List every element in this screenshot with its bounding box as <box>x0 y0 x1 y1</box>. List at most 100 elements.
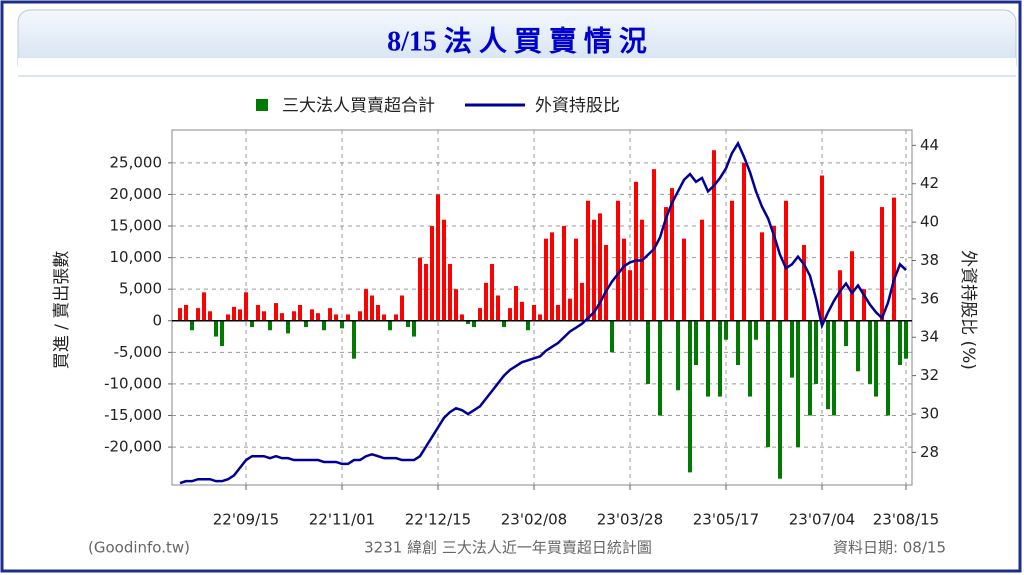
bar <box>442 219 446 321</box>
bar <box>430 226 434 321</box>
bar <box>766 320 770 448</box>
bar <box>586 200 590 321</box>
bar <box>760 232 764 321</box>
bar <box>880 207 884 321</box>
bar <box>214 320 218 337</box>
x-tick-label: 23'02/08 <box>501 511 567 529</box>
bar <box>628 270 632 321</box>
y2-axis-label: 外資持股比 (%) <box>958 250 978 370</box>
bar <box>340 320 344 329</box>
x-tick-label: 23'08/15 <box>873 511 939 529</box>
line <box>179 140 907 485</box>
bar <box>460 314 464 321</box>
y2-tick-label: 28 <box>920 443 939 461</box>
bar <box>856 320 860 372</box>
y2-tick-label: 36 <box>920 289 939 307</box>
bar <box>454 289 458 321</box>
x-tick-label: 23'07/04 <box>789 511 855 529</box>
source: (Goodinfo.tw) <box>88 539 190 557</box>
bar <box>370 295 374 321</box>
bar <box>676 320 680 391</box>
bar <box>196 308 200 321</box>
bar <box>748 320 752 397</box>
y2-tick-label: 44 <box>920 136 939 154</box>
bar <box>736 320 740 365</box>
bar <box>730 200 734 321</box>
bar <box>292 311 296 321</box>
y2-tick-label: 34 <box>920 328 939 346</box>
bar <box>502 320 506 328</box>
bar <box>562 226 566 321</box>
date-note: 資料日期: 08/15 <box>833 539 946 557</box>
bar <box>826 320 830 410</box>
y-tick-label: 15,000 <box>110 217 163 235</box>
bar <box>850 251 854 321</box>
y-tick-label: 10,000 <box>110 248 163 266</box>
bar <box>772 226 776 321</box>
bar <box>514 286 518 321</box>
bar <box>262 311 266 321</box>
bar <box>250 320 254 328</box>
bar <box>868 320 872 384</box>
y-tick-label: 0 <box>152 311 162 329</box>
legend-label: 三大法人買賣超合計 <box>282 96 435 116</box>
bar <box>742 162 746 321</box>
bar <box>190 320 194 331</box>
bar <box>532 304 536 321</box>
bar <box>382 314 386 321</box>
bar <box>478 308 482 321</box>
bar <box>622 238 626 321</box>
bar <box>664 207 668 321</box>
bar <box>472 320 476 328</box>
bar <box>232 306 236 321</box>
bar <box>646 320 650 384</box>
bar <box>634 181 638 321</box>
bar <box>376 304 380 321</box>
bar <box>424 263 428 321</box>
bar <box>700 219 704 321</box>
bar <box>346 314 350 321</box>
y-tick-label: -20,000 <box>104 438 162 456</box>
y2-tick-label: 40 <box>920 213 939 231</box>
y-tick-label: 25,000 <box>110 153 163 171</box>
bar <box>862 289 866 321</box>
x-tick-label: 23'03/28 <box>597 511 663 529</box>
y2-tick-label: 42 <box>920 174 939 192</box>
bar <box>310 309 314 321</box>
bar <box>802 244 806 321</box>
bar <box>466 320 470 324</box>
bar <box>274 303 278 321</box>
bar <box>394 314 398 321</box>
y-tick-label: 5,000 <box>119 280 162 298</box>
bar <box>298 304 302 321</box>
bar <box>484 282 488 321</box>
bar <box>838 270 842 321</box>
bar <box>412 320 416 337</box>
bar <box>328 308 332 321</box>
bar <box>550 232 554 321</box>
bar <box>898 320 902 365</box>
bar <box>316 313 320 321</box>
bar <box>238 309 242 321</box>
bar <box>544 238 548 321</box>
bar <box>178 308 182 321</box>
y-tick-label: 20,000 <box>110 185 163 203</box>
bar <box>892 197 896 321</box>
bar <box>616 200 620 321</box>
bar <box>184 304 188 321</box>
bar <box>790 320 794 378</box>
bar <box>874 320 878 397</box>
bar <box>592 219 596 321</box>
bar <box>706 320 710 397</box>
bar <box>526 320 530 331</box>
y-tick-label: -15,000 <box>104 406 162 424</box>
plot-background <box>171 129 913 486</box>
bar <box>682 238 686 321</box>
bar <box>754 320 758 340</box>
bar <box>808 320 812 416</box>
bar <box>694 320 698 365</box>
bar <box>610 320 614 353</box>
bar <box>244 292 248 321</box>
bar <box>334 314 338 321</box>
